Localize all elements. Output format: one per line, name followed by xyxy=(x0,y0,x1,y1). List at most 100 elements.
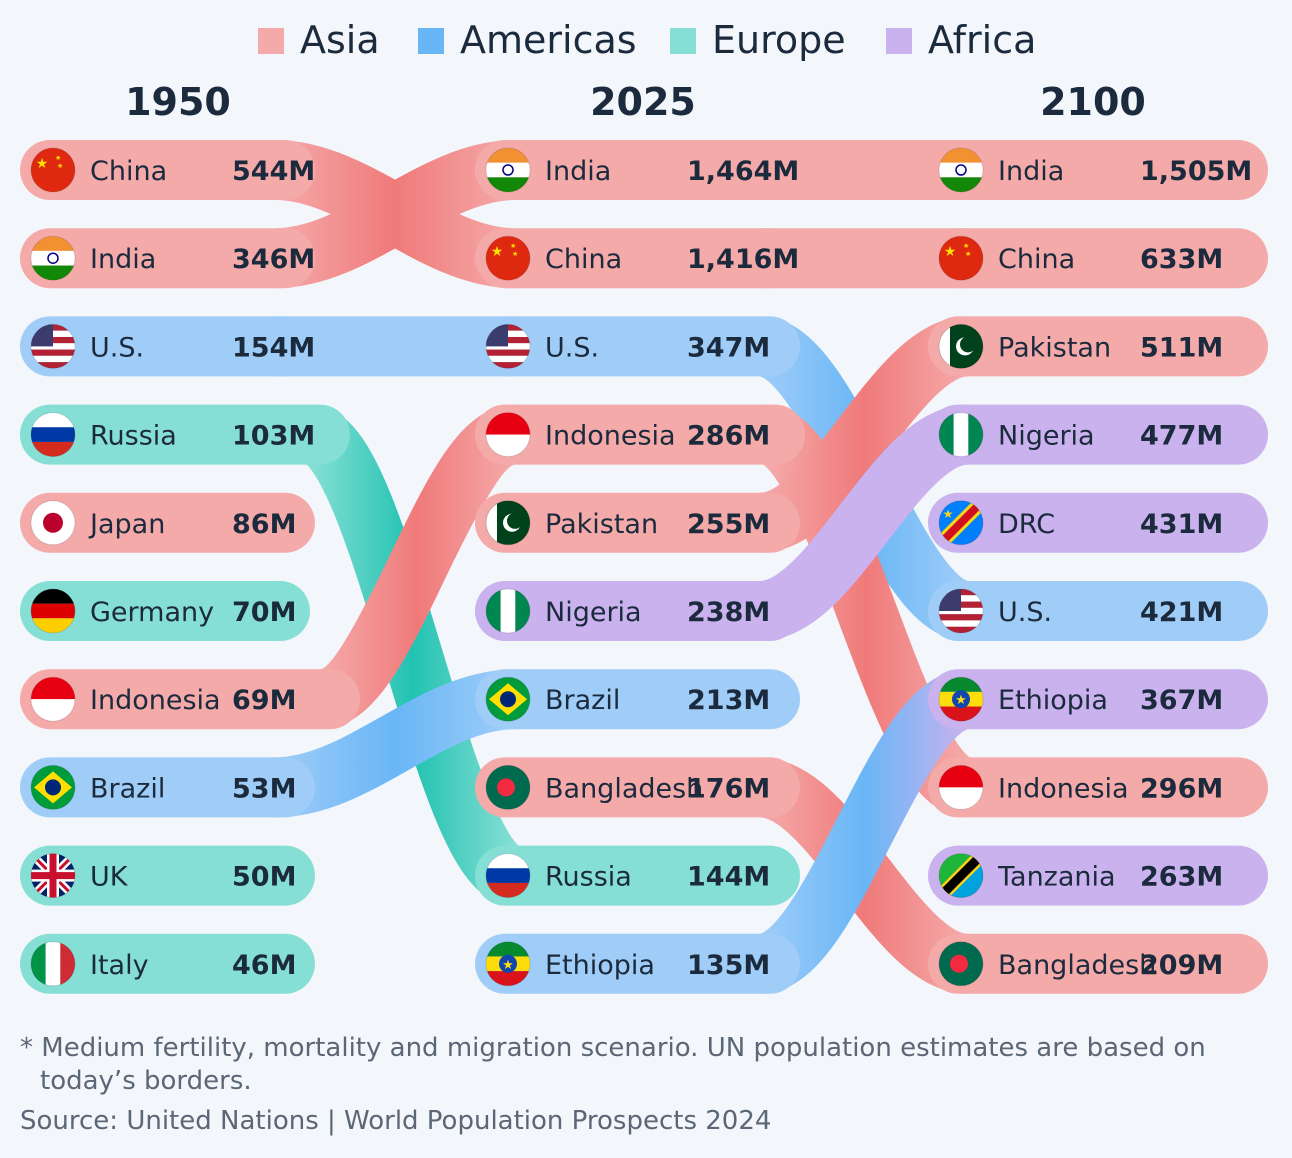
population-value: 1,464M xyxy=(687,156,799,187)
pill-background xyxy=(928,757,1268,818)
country-name: China xyxy=(545,244,622,275)
country-name: Nigeria xyxy=(998,421,1095,452)
column-header-2025: 2025 xyxy=(590,80,696,124)
country-name: Brazil xyxy=(545,685,620,716)
uk-flag-icon xyxy=(30,853,76,899)
pill-background xyxy=(475,404,805,465)
rank-pill-1950-u-s: U.S. 154M xyxy=(20,316,315,377)
ethiopia-flag-icon: ★ xyxy=(485,941,531,987)
rank-pill-1950-brazil: Brazil 53M xyxy=(20,757,315,818)
nigeria-flag-icon xyxy=(938,412,984,458)
italy-flag-icon xyxy=(30,941,76,987)
rank-links xyxy=(273,139,975,994)
pill-background xyxy=(475,669,800,730)
source-note: Source: United Nations | World Populatio… xyxy=(20,1106,772,1136)
svg-text:★: ★ xyxy=(57,162,63,170)
population-value: 53M xyxy=(232,773,296,804)
svg-text:★: ★ xyxy=(944,244,957,260)
brazil-flag-icon xyxy=(485,676,531,722)
country-name: China xyxy=(998,244,1075,275)
rank-pill-2025-nigeria: Nigeria 238M xyxy=(475,581,800,641)
pill-background xyxy=(20,757,315,818)
country-name: Indonesia xyxy=(90,685,221,716)
legend-swatch-asia xyxy=(258,28,284,54)
pill-background xyxy=(475,492,800,553)
rank-pill-2025-indonesia: Indonesia 286M xyxy=(475,404,805,465)
rank-pill-2025-china: ★ ★★ China 1,416M xyxy=(475,228,800,289)
pill-background xyxy=(928,316,1268,377)
country-name: U.S. xyxy=(90,332,144,363)
legend-swatch-africa xyxy=(886,28,912,54)
svg-text:★: ★ xyxy=(512,250,518,258)
population-value: 69M xyxy=(232,685,296,716)
germany-flag-icon xyxy=(30,588,76,634)
rank-pill-2025-pakistan: Pakistan 255M xyxy=(475,492,800,553)
india-flag-icon xyxy=(485,147,531,193)
svg-text:★: ★ xyxy=(55,154,61,162)
pill-background xyxy=(475,581,800,641)
svg-text:★: ★ xyxy=(502,958,514,973)
pill-background xyxy=(928,140,1268,200)
country-name: India xyxy=(545,156,611,187)
legend: Asia Americas Europe Africa xyxy=(258,18,1036,62)
pill-background xyxy=(20,140,315,200)
rank-pill-2100-india: India 1,505M xyxy=(928,140,1268,200)
population-value: 263M xyxy=(1140,862,1223,893)
china-flag-icon: ★ ★★ xyxy=(30,147,76,193)
rank-pill-1950-japan: Japan 86M xyxy=(20,492,315,553)
population-value: 367M xyxy=(1140,685,1223,716)
japan-flag-icon xyxy=(30,500,76,546)
country-name: Italy xyxy=(90,950,149,981)
pill-background xyxy=(475,845,800,906)
svg-text:★: ★ xyxy=(491,244,504,260)
footnote: * Medium fertility, mortality and migrat… xyxy=(20,1032,1250,1098)
pill-background xyxy=(928,669,1268,730)
country-name: Pakistan xyxy=(545,509,658,540)
population-value: 286M xyxy=(687,421,770,452)
column-headers: 1950 2025 2100 xyxy=(125,80,1146,124)
rank-pill-2100-china: ★ ★★ China 633M xyxy=(928,228,1268,289)
pill-background xyxy=(928,581,1268,641)
svg-text:★: ★ xyxy=(36,156,49,172)
population-value: 135M xyxy=(687,950,770,981)
population-value: 511M xyxy=(1140,332,1223,363)
population-value: 346M xyxy=(232,244,315,275)
rank-pill-1950-russia: Russia 103M xyxy=(20,404,350,465)
legend-swatch-americas xyxy=(418,28,444,54)
country-name: China xyxy=(90,156,167,187)
pakistan-flag-icon xyxy=(938,323,984,369)
population-value: 1,505M xyxy=(1140,156,1252,187)
population-value: 431M xyxy=(1140,509,1223,540)
nigeria-flag-icon xyxy=(485,588,531,634)
bangladesh-flag-icon xyxy=(485,764,531,810)
population-value: 70M xyxy=(232,597,296,628)
rank-pill-1950-china: ★ ★★ China 544M xyxy=(20,140,315,200)
pill-background xyxy=(20,669,360,730)
footnote-text: * Medium fertility, mortality and migrat… xyxy=(20,1033,1206,1096)
pill-background xyxy=(475,140,800,200)
rank-pill-2100-drc: ★ DRC 431M xyxy=(928,492,1268,553)
link-russia-1950-2025 xyxy=(301,404,524,906)
india-flag-icon xyxy=(30,235,76,281)
indonesia-flag-icon xyxy=(938,764,984,810)
pill-background xyxy=(20,316,315,377)
population-value: 477M xyxy=(1140,421,1223,452)
rank-pill-1950-indonesia: Indonesia 69M xyxy=(20,669,360,730)
country-name: DRC xyxy=(998,509,1055,540)
population-value: 255M xyxy=(687,509,770,540)
india-flag-icon xyxy=(938,147,984,193)
population-value: 213M xyxy=(687,685,770,716)
svg-text:★: ★ xyxy=(943,507,954,521)
population-value: 633M xyxy=(1140,244,1223,275)
population-value: 86M xyxy=(232,509,296,540)
legend-label-americas: Americas xyxy=(460,18,637,62)
population-value: 46M xyxy=(232,950,296,981)
population-value: 421M xyxy=(1140,597,1223,628)
rank-pill-2025-u-s: U.S. 347M xyxy=(475,316,800,377)
bangladesh-flag-icon xyxy=(938,941,984,987)
china-flag-icon: ★ ★★ xyxy=(938,235,984,281)
pill-background xyxy=(928,845,1268,906)
column-header-1950: 1950 xyxy=(125,80,231,124)
